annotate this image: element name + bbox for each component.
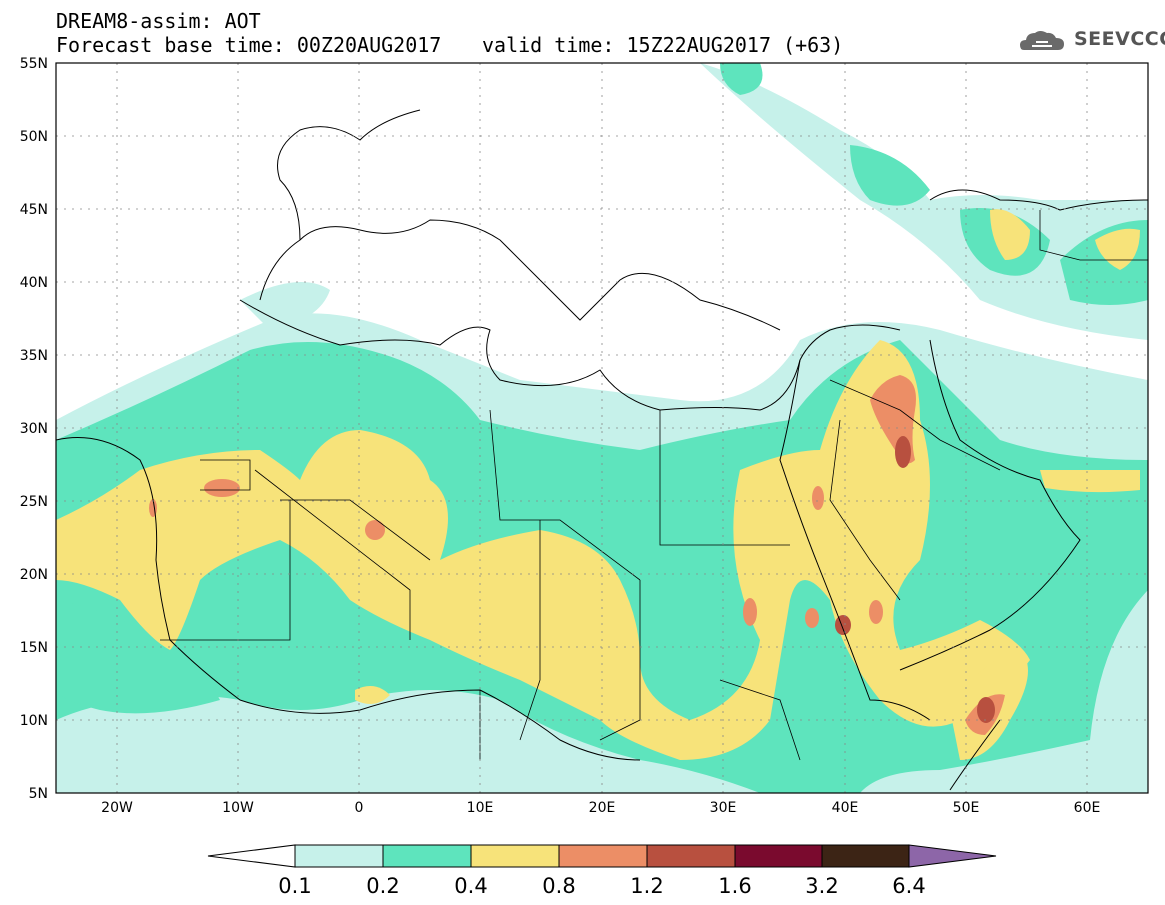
x-tick-label: 0 <box>355 800 364 816</box>
y-tick-label: 35N <box>20 348 48 364</box>
x-tick-label: 50E <box>953 800 980 816</box>
forecast-base-time: Forecast base time: 00Z20AUG2017 <box>56 33 442 57</box>
x-tick-label: 30E <box>710 800 737 816</box>
y-tick-label: 40N <box>20 275 48 291</box>
colorbar: 0.1 0.2 0.4 0.8 1.2 1.6 3.2 6.4 <box>207 844 997 898</box>
x-tick-label: 60E <box>1074 800 1101 816</box>
colorbar-label: 0.1 <box>278 874 311 898</box>
y-axis: 5N 10N 15N 20N 25N 30N 35N 40N 45N 50N 5… <box>20 56 48 802</box>
y-tick-label: 5N <box>29 786 48 802</box>
y-tick-label: 30N <box>20 421 48 437</box>
logo-text: SEEVCCC <box>1074 28 1165 50</box>
colorbar-label: 0.2 <box>366 874 399 898</box>
map-title: DREAM8-assim: AOT <box>56 9 261 33</box>
x-tick-label: 10W <box>222 800 254 816</box>
x-tick-label: 20W <box>101 800 133 816</box>
x-tick-label: 40E <box>832 800 859 816</box>
colorbar-segment <box>207 844 296 868</box>
gridlines <box>56 63 1148 793</box>
colorbar-segment <box>470 844 560 868</box>
colorbar-segment <box>734 844 823 868</box>
country-borders <box>160 210 1148 761</box>
colorbar-segment <box>558 844 648 868</box>
y-tick-label: 25N <box>20 494 48 510</box>
x-tick-label: 20E <box>589 800 616 816</box>
x-tick-label: 10E <box>467 800 494 816</box>
x-axis: 20W 10W 0 10E 20E 30E 40E 50E 60E <box>101 800 1100 816</box>
colorbar-label: 0.4 <box>454 874 487 898</box>
colorbar-label: 1.2 <box>630 874 663 898</box>
valid-time: valid time: 15Z22AUG2017 (+63) <box>482 33 844 57</box>
colorbar-segment <box>646 844 736 868</box>
y-tick-label: 10N <box>20 713 48 729</box>
y-tick-label: 55N <box>20 56 48 72</box>
colorbar-segment <box>294 844 384 868</box>
colorbar-label: 0.8 <box>542 874 575 898</box>
colorbar-segment <box>382 844 472 868</box>
colorbar-label: 3.2 <box>805 874 838 898</box>
y-tick-label: 50N <box>20 129 48 145</box>
colorbar-segment <box>821 844 910 868</box>
y-tick-label: 20N <box>20 567 48 583</box>
y-tick-label: 45N <box>20 202 48 218</box>
colorbar-label: 1.6 <box>718 874 751 898</box>
y-tick-label: 15N <box>20 640 48 656</box>
cloud-icon <box>1020 31 1064 50</box>
plot-frame <box>55 62 1149 794</box>
colorbar-label: 6.4 <box>892 874 925 898</box>
colorbar-segment <box>908 844 997 868</box>
